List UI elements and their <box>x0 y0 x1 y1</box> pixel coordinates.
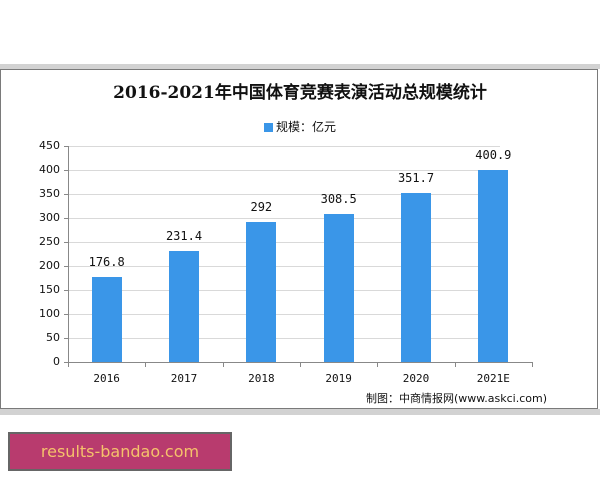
bar-value-label: 292 <box>250 199 273 214</box>
y-tick-label: 50 <box>46 331 60 344</box>
gridline <box>68 146 500 147</box>
y-tick-mark <box>64 242 68 243</box>
gridline <box>68 338 500 339</box>
y-tick-mark <box>64 290 68 291</box>
bar-value-label: 176.8 <box>88 255 125 270</box>
bar-value-label: 308.5 <box>320 191 357 206</box>
gridline <box>68 218 500 219</box>
bar-2016 <box>91 277 122 362</box>
y-tick-mark <box>64 266 68 267</box>
bar-2018 <box>246 221 277 362</box>
bar-value-label: 231.4 <box>165 228 203 243</box>
gridline <box>68 266 500 267</box>
bar-2021E <box>478 169 509 362</box>
x-tick-label: 2016 <box>93 372 120 385</box>
gridline <box>68 194 500 195</box>
y-tick-label: 350 <box>39 187 60 200</box>
x-tick-label: 2019 <box>325 372 352 385</box>
source-credit: 制图：中商情报网(www.askci.com) <box>366 392 547 405</box>
x-tick-label: 2021E <box>476 372 510 385</box>
gridline <box>68 290 500 291</box>
y-tick-label: 200 <box>39 259 60 272</box>
y-tick-label: 250 <box>39 235 60 248</box>
y-axis <box>68 146 69 363</box>
chart-title: 2016-2021年中国体育竞赛表演活动总规模统计 <box>113 83 487 103</box>
x-tick-mark <box>68 362 69 367</box>
y-tick-mark <box>64 146 68 147</box>
chart-legend: 规模：亿元 <box>0 118 600 135</box>
bar-2020 <box>401 193 431 362</box>
y-tick-label: 300 <box>39 211 60 224</box>
bar-2019 <box>323 213 354 362</box>
x-tick-mark <box>222 362 224 367</box>
y-tick-label: 400 <box>39 163 60 176</box>
bar-2017 <box>169 250 199 362</box>
y-tick-label: 100 <box>39 307 60 320</box>
bar-value-label: 400.9 <box>475 147 512 162</box>
y-tick-label: 0 <box>53 355 60 368</box>
x-tick-label: 2017 <box>170 372 198 385</box>
y-tick-mark <box>64 194 68 195</box>
x-tick-mark <box>532 362 533 367</box>
y-tick-mark <box>64 170 68 171</box>
bottom-gray-band <box>0 409 600 415</box>
gridline <box>68 242 500 243</box>
gridline <box>68 170 500 171</box>
gridline <box>68 314 500 315</box>
x-tick-label: 2018 <box>248 372 275 385</box>
legend-swatch <box>263 123 273 132</box>
y-tick-mark <box>64 338 68 339</box>
x-tick-mark <box>454 362 456 367</box>
y-tick-mark <box>64 362 68 363</box>
y-tick-mark <box>64 218 68 219</box>
top-gray-band <box>0 64 600 69</box>
x-tick-label: 2020 <box>402 372 430 385</box>
y-tick-label: 150 <box>39 283 60 296</box>
y-tick-label: 450 <box>39 139 60 152</box>
x-tick-mark <box>300 362 301 367</box>
bar-value-label: 351.7 <box>397 171 435 186</box>
x-tick-mark <box>377 362 379 367</box>
site-banner[interactable]: results-bandao.com <box>8 432 232 471</box>
y-tick-mark <box>64 314 68 315</box>
x-tick-mark <box>145 362 147 367</box>
legend-label: 规模：亿元 <box>275 120 336 134</box>
